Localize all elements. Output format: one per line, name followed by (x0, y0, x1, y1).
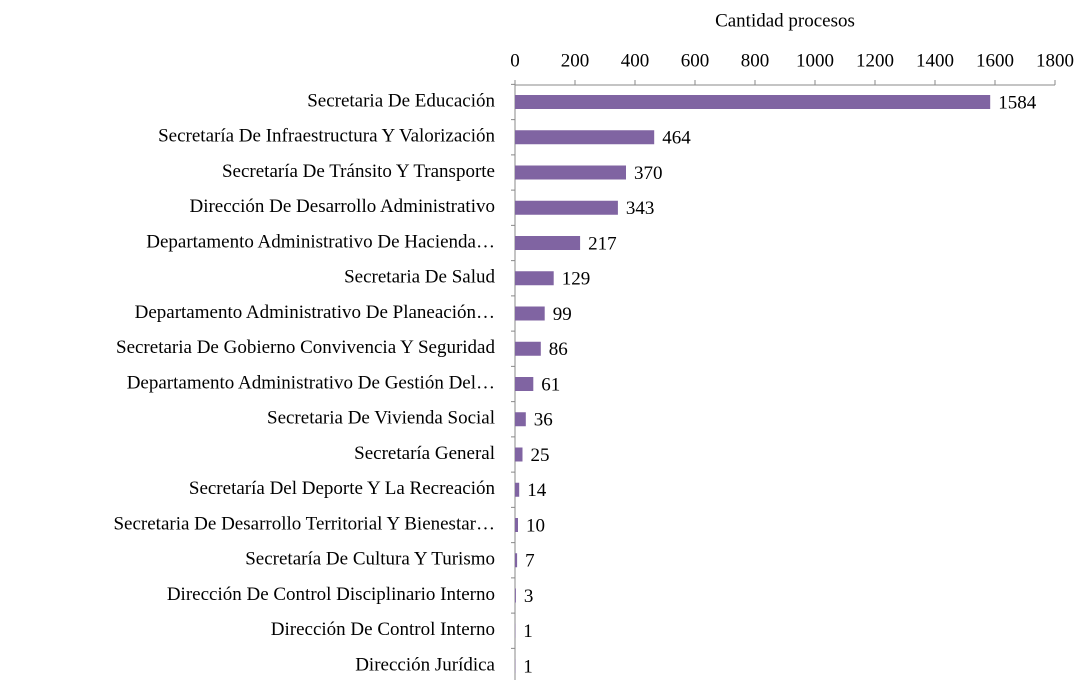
bar (515, 95, 990, 109)
bar (515, 483, 519, 497)
x-tick-label: 1400 (916, 50, 954, 71)
y-tick-label: Secretaria De Vivienda Social (267, 408, 495, 429)
bar (515, 553, 517, 567)
y-tick-label: Dirección De Desarrollo Administrativo (189, 196, 495, 217)
bar (515, 271, 554, 285)
y-tick-label: Departamento Administrativo De Planeació… (135, 302, 495, 323)
data-label: 3 (524, 586, 534, 607)
data-label: 25 (531, 445, 550, 466)
data-label: 14 (527, 480, 547, 501)
axis-title: Cantidad procesos (715, 10, 855, 31)
y-tick-label: Departamento Administrativo De Gestión D… (127, 372, 495, 393)
y-tick-label: Dirección De Control Disciplinario Inter… (167, 584, 495, 605)
x-tick-label: 800 (741, 50, 770, 71)
x-tick-label: 1000 (796, 50, 834, 71)
x-tick-label: 200 (561, 50, 590, 71)
bar (515, 307, 545, 321)
y-tick-label: Secretaría De Infraestructura Y Valoriza… (158, 126, 495, 147)
bar (515, 130, 654, 144)
data-label: 464 (662, 128, 691, 149)
data-label: 370 (634, 163, 663, 184)
y-tick-label: Secretaría General (354, 443, 495, 464)
bar (515, 166, 626, 180)
y-tick-label: Secretaria De Desarrollo Territorial Y B… (113, 513, 495, 534)
data-label: 86 (549, 339, 568, 360)
y-tick-label: Secretaría De Cultura Y Turismo (245, 549, 495, 570)
data-label: 61 (541, 374, 560, 395)
x-tick-label: 400 (621, 50, 650, 71)
data-label: 1 (523, 656, 533, 677)
y-tick-label: Dirección De Control Interno (271, 619, 495, 640)
bar (515, 448, 523, 462)
y-tick-label: Dirección Jurídica (355, 654, 495, 675)
bar (515, 589, 516, 603)
y-tick-label: Departamento Administrativo De Hacienda… (146, 231, 495, 252)
y-tick-label: Secretaría Del Deporte Y La Recreación (189, 478, 496, 499)
bar (515, 201, 618, 215)
bar (515, 412, 526, 426)
y-tick-label: Secretaría De Tránsito Y Transporte (222, 161, 495, 182)
x-tick-label: 1200 (856, 50, 894, 71)
x-tick-label: 0 (510, 50, 520, 71)
x-tick-label: 600 (681, 50, 710, 71)
data-label: 129 (562, 269, 591, 290)
y-tick-label: Secretaria De Gobierno Convivencia Y Seg… (116, 337, 495, 358)
bar (515, 236, 580, 250)
data-label: 7 (525, 551, 535, 572)
y-tick-label: Secretaria De Educación (307, 90, 495, 111)
bar (515, 518, 518, 532)
data-label: 36 (534, 410, 553, 431)
data-label: 10 (526, 515, 545, 536)
x-tick-label: 1800 (1036, 50, 1074, 71)
data-label: 217 (588, 233, 617, 254)
data-label: 1 (523, 621, 533, 642)
data-label: 99 (553, 304, 572, 325)
y-tick-label: Secretaria De Salud (344, 267, 495, 288)
bar (515, 377, 533, 391)
data-label: 1584 (998, 92, 1036, 113)
bar (515, 342, 541, 356)
x-tick-label: 1600 (976, 50, 1014, 71)
data-label: 343 (626, 198, 655, 219)
